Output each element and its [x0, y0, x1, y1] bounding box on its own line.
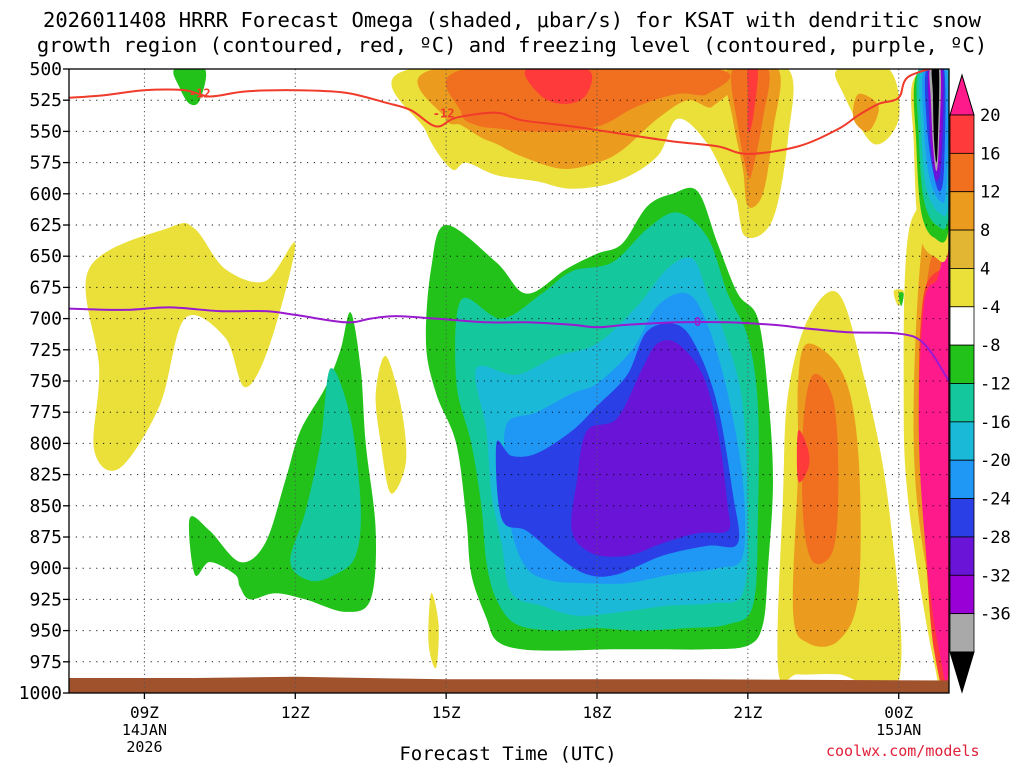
omega-region-27	[290, 368, 361, 582]
colorbar-label-12: -32	[980, 566, 1011, 586]
contour-lines: -12 -12 0	[69, 69, 949, 383]
y-tick-label-650: 650	[29, 246, 62, 267]
omega-shaded-fields	[69, 69, 949, 693]
colorbar-label-8: -16	[980, 413, 1011, 433]
y-tick-label-600: 600	[29, 184, 62, 205]
x-tick-label-21-0: 21Z	[733, 703, 762, 722]
y-tick-label-625: 625	[29, 215, 62, 236]
x-tick-label-15-0: 15Z	[432, 703, 461, 722]
colorbar-bin-1	[949, 152, 975, 193]
omega-region-18	[524, 69, 593, 104]
plot-grid	[69, 69, 949, 693]
omega-region-23	[173, 69, 207, 106]
y-tick-label-925: 925	[29, 589, 62, 610]
y-tick-label-575: 575	[29, 153, 62, 174]
y-tick-label-900: 900	[29, 558, 62, 579]
freezing-level-contour-label-0: 0	[694, 315, 701, 329]
y-tick-label-800: 800	[29, 433, 62, 454]
colorbar-bin-4	[949, 268, 975, 308]
colorbar-label-6: -8	[980, 336, 1000, 356]
colorbar-bin-11	[949, 536, 975, 576]
colorbar-label-11: -28	[980, 528, 1011, 548]
freezing-level-contour	[69, 306, 949, 383]
colorbar-label-3: 8	[980, 221, 990, 241]
colorbar: 20 16 12 8 4 -4 -8 -12 -16 -20 -24 -28 -32 -36	[949, 73, 1011, 694]
colorbar-label-2: 12	[980, 183, 1000, 203]
colorbar-bin-8	[949, 421, 975, 461]
omega-region-1	[375, 355, 407, 494]
colorbar-bin-0	[949, 114, 975, 154]
omega-region-16	[801, 373, 839, 565]
x-tick-label-24-1: 15JAN	[876, 721, 921, 739]
colorbar-bin-7	[949, 383, 975, 423]
omega-region-19	[747, 69, 759, 133]
y-tick-label-850: 850	[29, 496, 62, 517]
source-credit: coolwx.com/models	[826, 742, 980, 760]
colorbar-label-9: -20	[980, 451, 1011, 471]
colorbar-label-0: 20	[980, 106, 1000, 126]
x-tick-label-9-0: 09Z	[130, 703, 159, 722]
y-tick-label-725: 725	[29, 340, 62, 361]
y-tick-label-950: 950	[29, 621, 62, 642]
omega-region-14	[445, 69, 731, 132]
omega-region-22	[918, 250, 949, 684]
chart-title-line-1: 2026011408 HRRR Forecast Omega (shaded, …	[43, 8, 981, 32]
y-tick-label-825: 825	[29, 465, 62, 486]
x-tick-label-9-2: 2026	[126, 738, 162, 756]
y-tick-label-675: 675	[29, 277, 62, 298]
chart-title-line-2: growth region (contoured, red, ºC) and f…	[36, 33, 988, 57]
colorbar-label-10: -24	[980, 490, 1011, 510]
colorbar-bin-5	[949, 306, 975, 346]
chart-title: 2026011408 HRRR Forecast Omega (shaded, …	[0, 8, 1024, 58]
y-tick-label-500: 500	[29, 59, 62, 80]
colorbar-bin-12	[949, 574, 975, 615]
colorbar-top-triangle	[949, 73, 975, 116]
colorbar-label-7: -12	[980, 375, 1011, 395]
y-tick-label-775: 775	[29, 402, 62, 423]
y-tick-label-875: 875	[29, 527, 62, 548]
dgz-contour-minus12-label-0: -12	[189, 87, 211, 101]
dgz-contour-minus12-label-1: -12	[433, 107, 455, 121]
ground-strip	[69, 676, 949, 693]
omega-region-42	[931, 69, 940, 163]
y-tick-label-550: 550	[29, 121, 62, 142]
dgz-contour-minus12	[69, 69, 934, 155]
y-tick-label-700: 700	[29, 309, 62, 330]
omega-region-24	[898, 292, 904, 307]
x-tick-label-18-0: 18Z	[583, 703, 612, 722]
y-tick-label-750: 750	[29, 371, 62, 392]
colorbar-bin-6	[949, 344, 975, 384]
pressure-axis: 500 525 550 575 600 625 650 675 700 725 750 775 800 8…	[19, 59, 69, 704]
colorbar-bin-13	[949, 613, 975, 653]
colorbar-label-1: 16	[980, 144, 1000, 164]
omega-region-20	[796, 429, 810, 483]
y-tick-label-975: 975	[29, 652, 62, 673]
y-tick-label-1000: 1000	[19, 683, 62, 704]
y-tick-label-525: 525	[29, 90, 62, 111]
omega-region-11	[852, 93, 879, 132]
colorbar-bottom-triangle	[949, 651, 975, 694]
colorbar-bin-3	[949, 229, 975, 269]
colorbar-bin-2	[949, 191, 975, 231]
colorbar-label-5: -4	[980, 298, 1000, 318]
colorbar-label-4: 4	[980, 259, 990, 279]
x-tick-label-9-1: 14JAN	[122, 721, 167, 739]
colorbar-bin-9	[949, 459, 975, 499]
colorbar-bin-10	[949, 498, 975, 538]
x-axis-label-text: Forecast Time (UTC)	[399, 743, 617, 765]
x-tick-label-24-0: 00Z	[884, 703, 913, 722]
colorbar-label-13: -36	[980, 605, 1011, 625]
omega-region-32	[571, 340, 731, 557]
x-axis-label: Forecast Time (UTC)	[0, 743, 1024, 765]
x-tick-label-12-0: 12Z	[281, 703, 310, 722]
omega-region-2	[428, 592, 439, 669]
omega-region-0	[85, 223, 296, 471]
